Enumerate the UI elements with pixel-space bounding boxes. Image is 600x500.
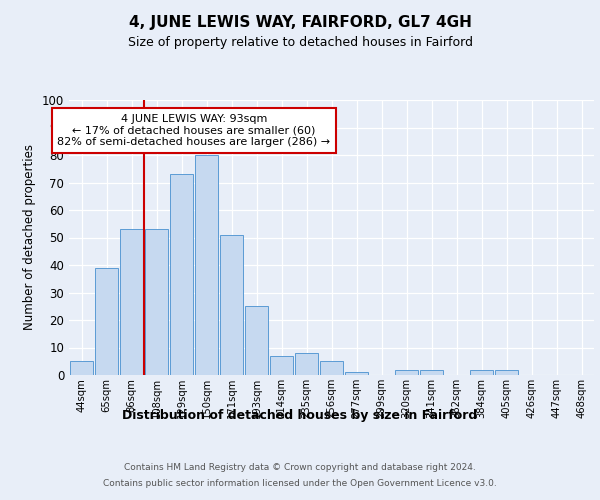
Bar [470, 370, 493, 375]
Bar [95, 268, 118, 375]
Text: Contains public sector information licensed under the Open Government Licence v3: Contains public sector information licen… [103, 480, 497, 488]
Y-axis label: Number of detached properties: Number of detached properties [23, 144, 37, 330]
Bar [295, 353, 318, 375]
Bar [245, 306, 268, 375]
Bar [395, 370, 418, 375]
Bar [145, 229, 168, 375]
Text: Distribution of detached houses by size in Fairford: Distribution of detached houses by size … [122, 408, 478, 422]
Bar [120, 229, 143, 375]
Text: 4 JUNE LEWIS WAY: 93sqm
← 17% of detached houses are smaller (60)
82% of semi-de: 4 JUNE LEWIS WAY: 93sqm ← 17% of detache… [58, 114, 331, 147]
Bar [320, 361, 343, 375]
Bar [195, 155, 218, 375]
Bar [70, 361, 93, 375]
Text: 4, JUNE LEWIS WAY, FAIRFORD, GL7 4GH: 4, JUNE LEWIS WAY, FAIRFORD, GL7 4GH [128, 15, 472, 30]
Bar [170, 174, 193, 375]
Bar [220, 235, 243, 375]
Bar [345, 372, 368, 375]
Bar [420, 370, 443, 375]
Bar [495, 370, 518, 375]
Bar [270, 356, 293, 375]
Text: Size of property relative to detached houses in Fairford: Size of property relative to detached ho… [128, 36, 473, 49]
Text: Contains HM Land Registry data © Crown copyright and database right 2024.: Contains HM Land Registry data © Crown c… [124, 463, 476, 472]
